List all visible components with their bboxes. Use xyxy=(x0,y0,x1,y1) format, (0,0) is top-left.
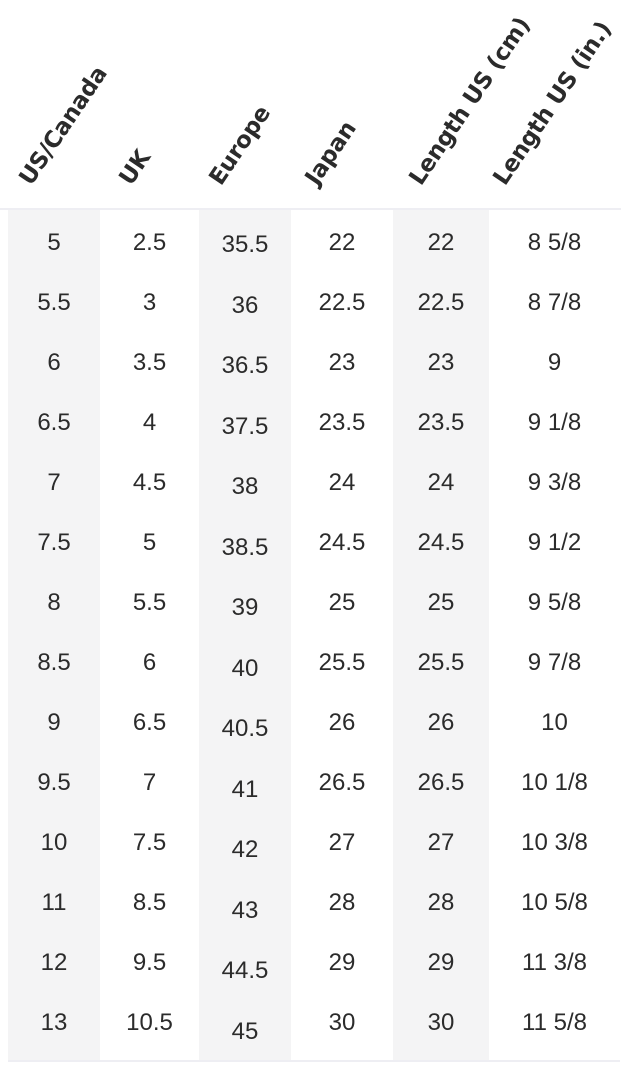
cell-length-cm: 24.5 xyxy=(417,529,465,556)
cell-japan: 25.5 xyxy=(318,649,366,676)
cell-japan: 22 xyxy=(328,229,356,256)
cell-uk: 7.5 xyxy=(132,829,167,856)
cell-length-cm: 23 xyxy=(427,349,455,376)
cell-europe: 39 xyxy=(231,594,259,622)
cell-us-canada: 7 xyxy=(47,469,61,496)
cell-length-cm: 29 xyxy=(427,949,455,976)
cell-length-cm: 26.5 xyxy=(417,769,465,796)
cell-europe: 36.5 xyxy=(221,352,269,380)
cell-japan: 24 xyxy=(328,469,356,496)
cell-us-canada: 5.5 xyxy=(37,289,71,316)
cell-us-canada: 7.5 xyxy=(37,529,71,556)
cell-uk: 7 xyxy=(142,769,157,796)
size-table: 5 5.5 6 6.5 7 7.5 8 8.5 9 9.5 10 11 12 13 2.5 3 3.5 4 4.5 5… xyxy=(8,210,620,1062)
column-us-canada: 5 5.5 6 6.5 7 7.5 8 8.5 9 9.5 10 11 12 13 xyxy=(8,210,100,1060)
cell-uk: 9.5 xyxy=(132,949,167,976)
cell-length-in: 11 5/8 xyxy=(522,1009,587,1036)
cell-europe: 38.5 xyxy=(221,533,269,561)
column-japan: 22 22.5 23 23.5 24 24.5 25 25.5 26 26.5 27 28 29 30 xyxy=(291,210,393,1060)
cell-us-canada: 12 xyxy=(40,949,68,976)
cell-length-cm: 22 xyxy=(427,229,455,256)
cell-japan: 23.5 xyxy=(318,409,366,436)
cell-uk: 3 xyxy=(142,289,157,316)
cell-japan: 26.5 xyxy=(318,769,366,796)
header-us-canada: US/Canada xyxy=(14,61,113,190)
cell-uk: 2.5 xyxy=(132,229,167,256)
cell-europe: 43 xyxy=(231,896,259,924)
cell-japan: 29 xyxy=(328,949,356,976)
cell-europe: 36 xyxy=(231,291,259,319)
cell-length-in: 8 7/8 xyxy=(527,289,582,316)
cell-length-in: 9 xyxy=(547,349,562,376)
cell-japan: 22.5 xyxy=(318,289,366,316)
cell-us-canada: 6 xyxy=(47,349,61,376)
cell-europe: 44.5 xyxy=(221,957,269,985)
cell-length-in: 10 5/8 xyxy=(521,889,588,916)
cell-length-cm: 27 xyxy=(427,829,455,856)
cell-us-canada: 9 xyxy=(47,709,61,736)
cell-length-in: 10 3/8 xyxy=(521,829,588,856)
table-header: US/Canada UK Europe Japan Length US (cm)… xyxy=(0,0,621,210)
cell-us-canada: 5 xyxy=(47,229,61,256)
cell-length-cm: 25.5 xyxy=(417,649,465,676)
cell-europe: 42 xyxy=(231,836,259,864)
cell-length-cm: 22.5 xyxy=(417,289,465,316)
cell-length-in: 9 3/8 xyxy=(527,469,582,496)
cell-us-canada: 9.5 xyxy=(37,769,71,796)
cell-europe: 45 xyxy=(231,1017,259,1045)
cell-europe: 40.5 xyxy=(221,715,269,743)
cell-uk: 4 xyxy=(142,409,157,436)
cell-japan: 23 xyxy=(328,349,356,376)
column-uk: 2.5 3 3.5 4 4.5 5 5.5 6 6.5 7 7.5 8.5 9.5 10.5 xyxy=(100,210,199,1060)
cell-length-in: 8 5/8 xyxy=(527,229,582,256)
cell-europe: 40 xyxy=(231,654,259,682)
cell-us-canada: 10 xyxy=(40,829,68,856)
cell-us-canada: 6.5 xyxy=(37,409,71,436)
cell-length-cm: 24 xyxy=(427,469,455,496)
column-length-in: 8 5/8 8 7/8 9 9 1/8 9 3/8 9 1/2 9 5/8 9 7/8 10 10… xyxy=(489,210,620,1060)
cell-japan: 30 xyxy=(328,1009,356,1036)
cell-length-in: 9 1/2 xyxy=(527,529,582,556)
cell-uk: 6 xyxy=(142,649,157,676)
cell-uk: 10.5 xyxy=(126,1009,173,1036)
header-japan: Japan xyxy=(300,116,362,190)
cell-japan: 26 xyxy=(328,709,356,736)
cell-length-cm: 28 xyxy=(427,889,455,916)
cell-japan: 28 xyxy=(328,889,356,916)
cell-japan: 27 xyxy=(328,829,356,856)
cell-length-cm: 30 xyxy=(427,1009,455,1036)
cell-length-cm: 25 xyxy=(427,589,455,616)
cell-length-cm: 26 xyxy=(427,709,455,736)
cell-uk: 5.5 xyxy=(132,589,167,616)
cell-us-canada: 13 xyxy=(40,1009,68,1036)
cell-uk: 5 xyxy=(142,529,157,556)
cell-uk: 4.5 xyxy=(132,469,167,496)
cell-europe: 38 xyxy=(231,473,259,501)
cell-length-in: 10 1/8 xyxy=(521,769,588,796)
column-length-cm: 22 22.5 23 23.5 24 24.5 25 25.5 26 26.5 27 28 29 30 xyxy=(393,210,489,1060)
cell-us-canada: 11 xyxy=(41,889,67,916)
cell-uk: 8.5 xyxy=(132,889,167,916)
cell-europe: 37.5 xyxy=(221,412,269,440)
cell-length-in: 11 3/8 xyxy=(522,949,587,976)
cell-japan: 25 xyxy=(328,589,356,616)
cell-us-canada: 8 xyxy=(47,589,61,616)
cell-length-in: 9 7/8 xyxy=(527,649,582,676)
header-europe: Europe xyxy=(204,101,277,190)
cell-length-in: 9 1/8 xyxy=(527,409,582,436)
cell-europe: 41 xyxy=(231,775,259,803)
cell-uk: 3.5 xyxy=(132,349,167,376)
cell-length-in: 10 xyxy=(541,709,568,736)
cell-length-cm: 23.5 xyxy=(417,409,465,436)
cell-japan: 24.5 xyxy=(318,529,366,556)
cell-length-in: 9 5/8 xyxy=(527,589,582,616)
cell-europe: 35.5 xyxy=(221,231,269,259)
cell-uk: 6.5 xyxy=(132,709,167,736)
column-europe: 35.5 36 36.5 37.5 38 38.5 39 40 40.5 41 42 43 44.5 45 xyxy=(199,210,291,1060)
header-uk: UK xyxy=(114,145,157,190)
cell-us-canada: 8.5 xyxy=(37,649,71,676)
